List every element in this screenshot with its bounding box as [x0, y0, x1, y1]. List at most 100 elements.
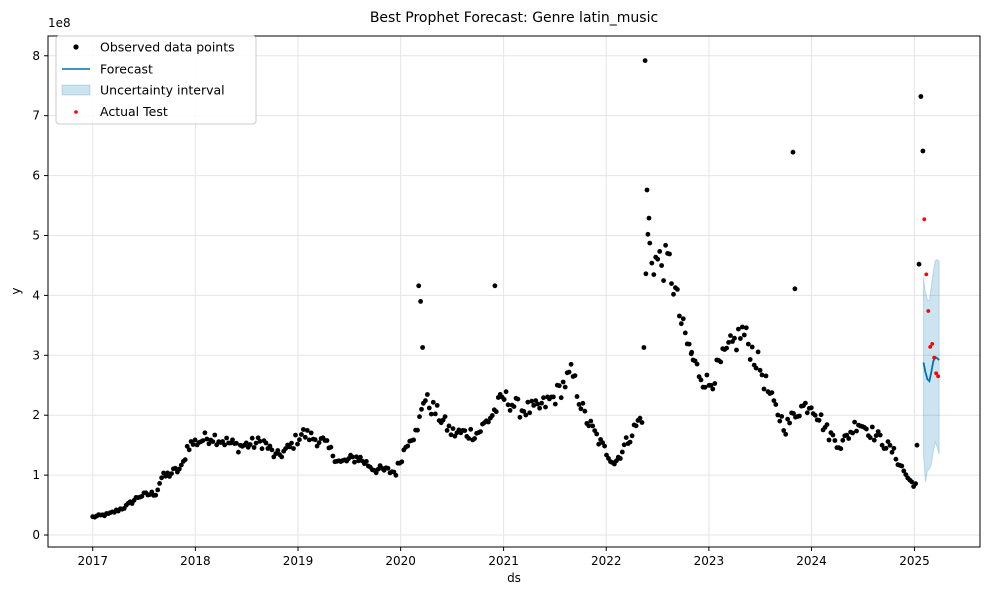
observed-point — [641, 345, 647, 350]
observed-point — [446, 423, 452, 429]
actual-test-point — [934, 371, 938, 376]
observed-point — [328, 444, 334, 450]
observed-point — [852, 419, 857, 425]
observed-point — [914, 442, 920, 448]
observed-point — [678, 321, 684, 327]
observed-point — [686, 341, 692, 347]
observed-point — [850, 430, 855, 436]
observed-point — [617, 456, 623, 461]
observed-point — [251, 445, 257, 450]
observed-point — [645, 231, 651, 237]
observed-point — [364, 459, 369, 464]
observed-point — [531, 403, 537, 408]
observed-point — [883, 445, 889, 451]
x-tick-label: 2024 — [796, 554, 827, 568]
observed-point — [417, 414, 422, 420]
observed-point — [913, 481, 918, 487]
observed-point — [192, 437, 198, 443]
observed-point — [761, 386, 767, 392]
observed-point — [590, 423, 596, 429]
observed-point — [159, 475, 165, 481]
x-tick-label: 2022 — [591, 554, 622, 568]
observed-point — [627, 439, 633, 445]
observed-point — [267, 443, 273, 449]
observed-point — [253, 440, 259, 446]
observed-point — [916, 261, 922, 267]
y-tick-label: 5 — [32, 228, 40, 242]
x-axis-label: ds — [507, 571, 521, 585]
observed-point — [283, 446, 288, 451]
observed-point — [867, 435, 873, 441]
observed-point — [769, 390, 775, 395]
observed-point — [423, 398, 428, 404]
observed-point — [621, 442, 627, 448]
observed-point — [444, 428, 450, 433]
observed-point — [826, 437, 832, 443]
observed-point — [153, 492, 159, 498]
observed-point — [614, 458, 619, 464]
legend-observed-label: Observed data points — [100, 40, 235, 55]
observed-point — [312, 437, 318, 443]
observed-point — [287, 444, 292, 450]
observed-point — [405, 443, 411, 449]
observed-point — [269, 447, 275, 453]
observed-point — [275, 448, 281, 453]
observed-point — [210, 439, 216, 444]
observed-point — [708, 383, 714, 388]
observed-point — [885, 439, 891, 444]
observed-point — [659, 263, 664, 268]
observed-point — [771, 398, 777, 403]
x-tick-label: 2017 — [77, 554, 108, 568]
observed-point — [689, 349, 695, 355]
observed-point — [472, 436, 477, 441]
observed-point — [186, 447, 192, 453]
forecast-line-layer — [922, 355, 940, 383]
observed-point — [671, 291, 676, 297]
observed-point — [846, 436, 852, 441]
observed-point — [753, 365, 759, 371]
observed-point — [702, 384, 708, 390]
y-tick-label: 0 — [32, 528, 40, 542]
actual-test-points-layer — [922, 217, 940, 379]
legend-box — [55, 35, 257, 125]
observed-point — [243, 440, 249, 446]
observed-point — [178, 462, 184, 468]
observed-point — [893, 456, 899, 462]
observed-point — [492, 283, 498, 289]
observed-point — [515, 396, 521, 402]
observed-point — [249, 435, 255, 441]
legend-actual-test-label: Actual Test — [100, 104, 168, 119]
y-axis-ticks: 0 1 2 3 4 5 6 7 8 — [32, 49, 48, 542]
observed-point — [838, 446, 844, 452]
observed-point — [523, 412, 529, 418]
observed-point — [873, 433, 879, 438]
observed-point — [854, 428, 859, 434]
observed-point — [537, 405, 542, 411]
x-tick-label: 2018 — [180, 554, 211, 568]
legend-forecast-label: Forecast — [100, 62, 153, 77]
observed-point — [224, 435, 230, 441]
observed-point — [511, 404, 517, 409]
observed-point — [763, 373, 769, 379]
y-tick-label: 3 — [32, 348, 40, 362]
observed-point — [840, 437, 846, 443]
observed-point — [304, 428, 310, 433]
observed-point — [419, 406, 424, 412]
x-tick-label: 2019 — [283, 554, 314, 568]
observed-point — [352, 459, 357, 465]
observed-point — [586, 423, 592, 429]
observed-point — [566, 369, 572, 375]
observed-point — [507, 408, 513, 413]
observed-point — [576, 402, 582, 407]
observed-point — [200, 438, 206, 443]
observed-point — [734, 347, 739, 353]
observed-point — [574, 394, 580, 399]
observed-point — [466, 436, 472, 441]
observed-point — [710, 386, 716, 392]
observed-point — [551, 394, 556, 400]
observed-point — [393, 472, 399, 478]
actual-test-point — [932, 355, 937, 360]
observed-point — [619, 449, 625, 455]
observed-point — [724, 345, 729, 351]
observed-point — [694, 361, 700, 367]
